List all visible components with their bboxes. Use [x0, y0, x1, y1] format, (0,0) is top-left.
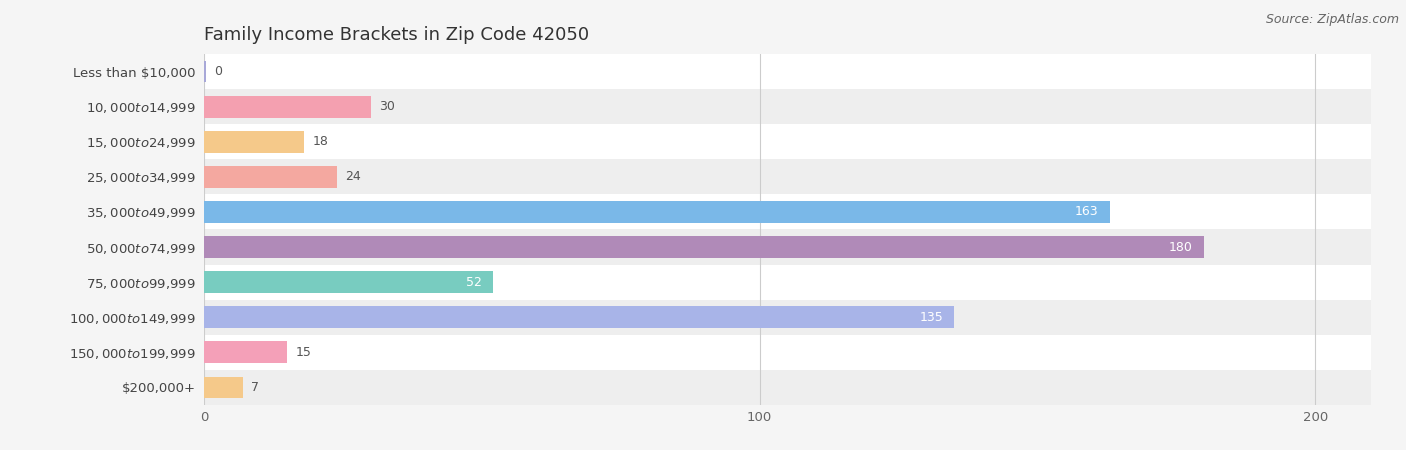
Text: 18: 18 [312, 135, 328, 148]
Text: 163: 163 [1076, 206, 1098, 218]
Text: Source: ZipAtlas.com: Source: ZipAtlas.com [1265, 14, 1399, 27]
Bar [204, 306, 955, 328]
FancyBboxPatch shape [0, 370, 1406, 405]
FancyBboxPatch shape [0, 89, 1406, 124]
Bar [204, 131, 304, 153]
Bar [204, 166, 337, 188]
FancyBboxPatch shape [0, 335, 1406, 370]
FancyBboxPatch shape [0, 265, 1406, 300]
Bar [204, 96, 371, 117]
FancyBboxPatch shape [0, 159, 1406, 194]
Text: 24: 24 [346, 171, 361, 183]
Bar [204, 271, 494, 293]
FancyBboxPatch shape [0, 194, 1406, 230]
Bar [204, 377, 243, 398]
Text: 15: 15 [295, 346, 312, 359]
Text: 180: 180 [1170, 241, 1194, 253]
Text: 7: 7 [252, 381, 259, 394]
FancyBboxPatch shape [0, 230, 1406, 265]
Text: 0: 0 [214, 65, 222, 78]
Bar [204, 61, 205, 82]
Text: Family Income Brackets in Zip Code 42050: Family Income Brackets in Zip Code 42050 [204, 26, 589, 44]
Text: 135: 135 [920, 311, 943, 324]
Text: 52: 52 [465, 276, 482, 288]
Bar [204, 236, 1204, 258]
Bar [204, 342, 287, 363]
Text: 30: 30 [380, 100, 395, 113]
FancyBboxPatch shape [0, 300, 1406, 335]
Bar [204, 201, 1109, 223]
FancyBboxPatch shape [0, 54, 1406, 89]
FancyBboxPatch shape [0, 124, 1406, 159]
